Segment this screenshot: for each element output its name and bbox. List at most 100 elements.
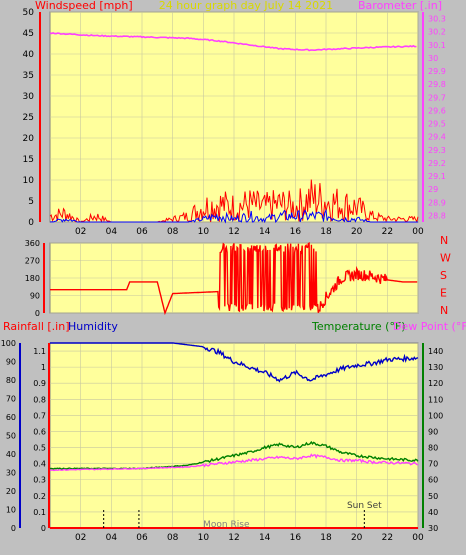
x-tick-label: 00 (412, 227, 424, 237)
temp-y-tick-label: 140 (428, 347, 443, 356)
wind-y-tick-label: 0 (28, 218, 34, 228)
rain-y-tick-label: 0.4 (33, 460, 46, 469)
humidity-axis-label: Humidity (68, 320, 118, 333)
humidity-y-tick-label: 60 (6, 413, 16, 422)
rain-y-tick-label: 0.2 (33, 492, 46, 501)
compass-label: W (440, 252, 451, 265)
humidity-y-tick-label: 0 (11, 524, 16, 533)
dewpoint-axis-label: Dew Point (°F) (393, 320, 466, 333)
x-tick-label: 22 (382, 227, 393, 237)
sun-set-label: Sun Set (347, 501, 382, 511)
humidity-y-tick-label: 20 (6, 487, 16, 496)
direction-y-tick-label: 270 (25, 257, 40, 266)
temperature-axis-label: Temperature (°F) (311, 320, 406, 333)
x-tick-label: 14 (259, 227, 271, 237)
baro-y-tick-label: 30.3 (428, 15, 446, 24)
rain-y-tick-label: 0.5 (33, 444, 46, 453)
baro-y-tick-label: 28.9 (428, 198, 446, 207)
baro-y-tick-label: 29.1 (428, 172, 446, 181)
barometer-axis-label: Barometer [.in] (358, 0, 442, 12)
x-tick-label: 14 (259, 533, 271, 543)
temp-y-tick-label: 30 (428, 524, 438, 533)
humidity-y-tick-label: 30 (6, 469, 16, 478)
direction-y-tick-label: 180 (25, 274, 40, 283)
baro-y-tick-label: 29 (428, 185, 438, 194)
x-tick-label: 08 (167, 533, 179, 543)
wind-y-tick-label: 25 (23, 113, 34, 123)
wind-y-tick-label: 15 (23, 155, 34, 165)
x-tick-label: 04 (106, 227, 118, 237)
rain-y-tick-label: 0.9 (33, 379, 46, 388)
x-tick-label: 16 (290, 227, 302, 237)
temp-y-tick-label: 100 (428, 411, 443, 420)
baro-y-tick-label: 29.2 (428, 159, 446, 168)
humidity-y-tick-label: 40 (6, 450, 16, 459)
x-tick-label: 16 (290, 533, 302, 543)
x-tick-label: 12 (228, 533, 239, 543)
baro-y-tick-label: 29.7 (428, 93, 446, 102)
x-tick-label: 00 (412, 533, 424, 543)
x-tick-label: 06 (136, 533, 148, 543)
wind-y-tick-label: 20 (23, 134, 35, 144)
wind-y-tick-label: 50 (23, 8, 35, 18)
moon-rise-label: Moon Rise (203, 520, 250, 530)
x-tick-label: 08 (167, 227, 179, 237)
direction-y-tick-label: 90 (30, 292, 40, 301)
wind-y-tick-label: 10 (23, 176, 35, 186)
rain-y-tick-label: 0.8 (33, 395, 46, 404)
compass-label: S (440, 269, 447, 282)
x-tick-label: 22 (382, 533, 393, 543)
temp-y-tick-label: 40 (428, 508, 438, 517)
x-tick-label: 18 (320, 227, 332, 237)
x-tick-label: 06 (136, 227, 148, 237)
x-tick-label: 18 (320, 533, 332, 543)
temperature-panel: 0 0.1 0.2 0.3 0.4 0.5 0.6 0.7 0.8 0.9 1 1.1 0 10 20 30 4… (1, 339, 444, 533)
average-series-line (49, 208, 418, 224)
humidity-y-tick-label: 100 (1, 339, 16, 348)
temp-y-tick-label: 60 (428, 476, 438, 485)
humidity-y-tick-label: 70 (6, 395, 16, 404)
wind-panel: 0 5 10 15 20 25 30 35 40 45 50 28.8 28.9 29 29.1 29.2 29… (23, 8, 446, 228)
compass-label: N (440, 234, 448, 247)
wind-y-tick-label: 35 (23, 71, 34, 81)
x-tick-label: 20 (351, 227, 363, 237)
x-tick-label: 10 (198, 533, 210, 543)
direction-y-tick-label: 360 (25, 239, 40, 248)
baro-y-tick-label: 30 (428, 54, 438, 63)
baro-y-tick-label: 29.5 (428, 120, 446, 129)
compass-label: N (440, 304, 448, 317)
wind-y-tick-label: 40 (23, 50, 35, 60)
x-tick-label: 02 (75, 227, 86, 237)
graph-title: 24 hour graph day July 14 2021 (159, 0, 333, 12)
x-tick-label: 12 (228, 227, 239, 237)
x-tick-label: 04 (106, 533, 118, 543)
humidity-y-tick-label: 80 (6, 376, 16, 385)
temp-y-tick-label: 70 (428, 460, 438, 469)
windspeed-axis-label: Windspeed [mph] (35, 0, 133, 12)
baro-y-tick-label: 29.3 (428, 146, 446, 155)
humidity-series-line (50, 342, 419, 383)
direction-series-line (50, 242, 418, 316)
baro-y-tick-label: 30.1 (428, 41, 446, 50)
wind-y-tick-label: 30 (23, 92, 35, 102)
x-tick-label: 02 (75, 533, 86, 543)
humidity-y-tick-label: 90 (6, 358, 16, 367)
direction-y-tick-label: 0 (35, 309, 40, 318)
dewpoint-series-line (49, 453, 419, 472)
temp-y-tick-label: 50 (428, 492, 438, 501)
rain-y-tick-label: 1 (41, 363, 46, 372)
rain-y-tick-label: 0.7 (33, 411, 46, 420)
baro-y-tick-label: 29.9 (428, 67, 446, 76)
baro-y-tick-label: 28.8 (428, 211, 446, 220)
compass-label: E (440, 287, 447, 300)
wind-y-tick-label: 45 (23, 29, 34, 39)
barometer-series-line (49, 32, 417, 52)
x-tick-label: 10 (198, 227, 210, 237)
temp-y-tick-label: 90 (428, 427, 438, 436)
rain-y-tick-label: 0 (41, 524, 46, 533)
humidity-y-tick-label: 10 (6, 506, 16, 515)
baro-y-tick-label: 29.6 (428, 106, 446, 115)
temp-y-tick-label: 80 (428, 444, 438, 453)
